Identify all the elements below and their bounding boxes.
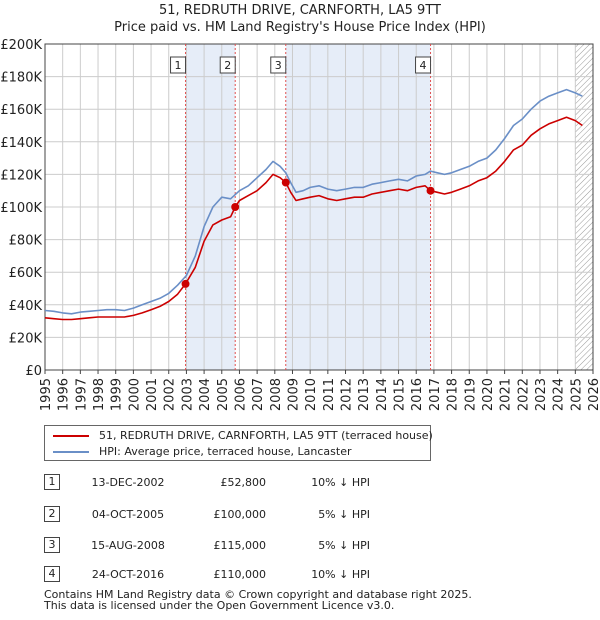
x-tick-label: 2022 <box>516 378 531 411</box>
sale-number-badge: 3 <box>44 537 60 553</box>
sale-row: 1 13-DEC-2002 £52,800 10% ↓ HPI <box>0 473 600 493</box>
x-tick-label: 2021 <box>499 378 514 411</box>
x-tick-label: 2011 <box>322 378 337 411</box>
sale-marker-label: 3 <box>275 59 282 72</box>
sale-date: 04-OCT-2005 <box>91 508 165 521</box>
x-tick-label: 2026 <box>587 378 600 411</box>
sale-price: £100,000 <box>213 508 267 521</box>
x-tick-label: 2018 <box>446 378 461 411</box>
y-tick-label: £180K <box>0 71 42 86</box>
footer: Contains HM Land Registry data © Crown c… <box>44 589 584 611</box>
x-tick-label: 2013 <box>357 378 372 411</box>
legend: 51, REDRUTH DRIVE, CARNFORTH, LA5 9TT (t… <box>44 425 433 461</box>
y-tick-label: £60K <box>9 266 43 281</box>
x-tick-label: 2002 <box>163 378 178 411</box>
x-tick-label: 2012 <box>340 378 355 411</box>
x-tick-label: 2019 <box>463 378 478 411</box>
price-chart: £0 £20K £40K £60K £80K £100K £120K £140K £160K £1… <box>0 38 600 411</box>
sale-point <box>231 203 240 211</box>
x-tick-label: 2003 <box>180 378 195 411</box>
footer-licence: This data is licensed under the Open Gov… <box>44 599 395 612</box>
sale-number-badge: 4 <box>44 566 60 582</box>
y-tick-label: £120K <box>0 168 42 183</box>
sale-date: 15-AUG-2008 <box>91 539 165 552</box>
sale-price: £110,000 <box>213 568 267 581</box>
x-tick-label: 2014 <box>375 378 390 411</box>
sale-row: 3 15-AUG-2008 £115,000 5% ↓ HPI <box>0 536 600 556</box>
x-tick-label: 2001 <box>145 378 160 411</box>
y-tick-label: £140K <box>0 136 42 151</box>
x-tick-label: 2010 <box>304 378 319 411</box>
x-tick-label: 2007 <box>251 378 266 411</box>
x-tick-label: 1999 <box>110 378 125 411</box>
y-tick-label: £40K <box>9 299 43 314</box>
x-tick-label: 2000 <box>127 378 142 411</box>
sale-number-badge: 2 <box>44 506 60 522</box>
x-tick-label: 2009 <box>286 378 301 411</box>
legend-line-property <box>53 435 89 437</box>
y-tick-label: £200K <box>0 38 42 53</box>
sale-marker-box <box>415 56 432 74</box>
legend-line-hpi <box>53 451 89 453</box>
x-tick-label: 1995 <box>39 378 54 411</box>
y-tick-label: £100K <box>0 201 42 216</box>
x-tick-label: 2024 <box>552 378 567 411</box>
sale-date: 24-OCT-2016 <box>91 568 165 581</box>
x-tick-label: 2016 <box>410 378 425 411</box>
sale-hpi-diff: 5% ↓ HPI <box>318 539 370 552</box>
x-tick-label: 2006 <box>233 378 248 411</box>
y-tick-label: £0 <box>25 364 42 379</box>
y-tick-label: £160K <box>0 103 42 118</box>
x-tick-label: 2020 <box>481 378 496 411</box>
legend-label-hpi: HPI: Average price, terraced house, Lanc… <box>99 445 352 458</box>
property-price-line <box>44 116 583 321</box>
x-tick-label: 2004 <box>198 378 213 411</box>
sale-point <box>281 178 290 187</box>
sale-marker-label: 1 <box>175 59 182 72</box>
sale-number-badge: 1 <box>44 474 60 490</box>
sale-hpi-diff: 10% ↓ HPI <box>311 568 370 581</box>
x-tick-label: 2005 <box>216 378 231 411</box>
sale-hpi-diff: 5% ↓ HPI <box>318 508 370 521</box>
x-tick-label: 1997 <box>74 378 89 411</box>
sale-point <box>181 279 190 288</box>
sale-marker-label: 4 <box>420 59 427 72</box>
legend-label-property: 51, REDRUTH DRIVE, CARNFORTH, LA5 9TT (t… <box>99 429 433 442</box>
chart-title: 51, REDRUTH DRIVE, CARNFORTH, LA5 9TT Pr… <box>0 2 600 36</box>
y-tick-label: £20K <box>9 331 43 346</box>
x-tick-label: 2017 <box>428 378 443 411</box>
x-tick-label: 2008 <box>269 378 284 411</box>
sale-point <box>426 186 435 195</box>
x-tick-label: 2015 <box>393 378 408 411</box>
sale-marker-box <box>219 56 236 74</box>
sale-price: £52,800 <box>220 476 267 489</box>
hpi-line <box>44 88 583 315</box>
y-tick-label: £80K <box>9 234 43 249</box>
title-line-2: Price paid vs. HM Land Registry's House … <box>114 20 486 35</box>
sale-date: 13-DEC-2002 <box>91 476 165 489</box>
sale-row: 2 04-OCT-2005 £100,000 5% ↓ HPI <box>0 505 600 525</box>
sale-row: 4 24-OCT-2016 £110,000 10% ↓ HPI <box>0 565 600 585</box>
sale-marker-box <box>270 56 287 74</box>
plot-frame <box>44 43 594 371</box>
x-tick-label: 1996 <box>57 378 72 411</box>
x-tick-label: 2025 <box>569 378 584 411</box>
sale-price: £115,000 <box>213 539 267 552</box>
sale-marker-label: 2 <box>224 59 231 72</box>
sale-hpi-diff: 10% ↓ HPI <box>311 476 370 489</box>
x-tick-label: 1998 <box>92 378 107 411</box>
sale-marker-box <box>170 56 187 74</box>
x-tick-label: 2023 <box>534 378 549 411</box>
footer-copyright: Contains HM Land Registry data © Crown c… <box>44 588 472 601</box>
title-line-1: 51, REDRUTH DRIVE, CARNFORTH, LA5 9TT <box>159 3 441 18</box>
